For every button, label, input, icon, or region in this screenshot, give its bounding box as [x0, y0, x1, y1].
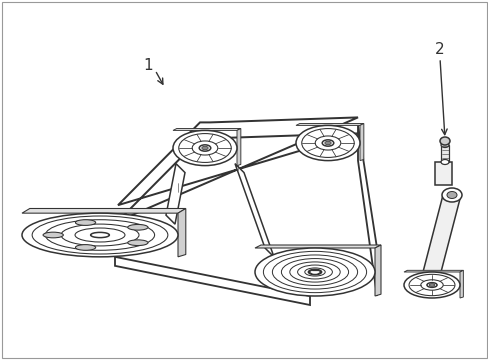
Ellipse shape: [127, 224, 148, 230]
Ellipse shape: [22, 213, 178, 257]
Ellipse shape: [440, 143, 448, 148]
Polygon shape: [115, 257, 309, 305]
Ellipse shape: [295, 125, 359, 161]
Polygon shape: [440, 145, 448, 162]
Ellipse shape: [324, 141, 330, 145]
Polygon shape: [459, 270, 463, 298]
Text: 2: 2: [434, 42, 444, 58]
Ellipse shape: [439, 137, 449, 145]
Polygon shape: [22, 208, 185, 213]
Ellipse shape: [90, 232, 109, 238]
Polygon shape: [422, 195, 460, 272]
Polygon shape: [357, 125, 376, 296]
Text: 1: 1: [143, 58, 153, 72]
Polygon shape: [178, 208, 185, 257]
Polygon shape: [254, 245, 380, 248]
Ellipse shape: [127, 240, 148, 246]
Polygon shape: [235, 163, 273, 257]
Ellipse shape: [441, 188, 461, 202]
Ellipse shape: [75, 245, 96, 250]
Ellipse shape: [43, 232, 63, 238]
Ellipse shape: [403, 272, 459, 298]
Polygon shape: [434, 162, 451, 185]
Ellipse shape: [173, 130, 237, 166]
Ellipse shape: [426, 283, 436, 287]
Polygon shape: [359, 123, 363, 161]
Ellipse shape: [75, 220, 96, 225]
Polygon shape: [118, 117, 357, 221]
Ellipse shape: [428, 284, 434, 286]
Polygon shape: [374, 245, 380, 296]
Polygon shape: [165, 163, 184, 224]
Ellipse shape: [322, 140, 333, 146]
Ellipse shape: [446, 192, 456, 198]
Ellipse shape: [199, 145, 210, 151]
Polygon shape: [237, 129, 241, 166]
Polygon shape: [295, 123, 363, 125]
Ellipse shape: [202, 146, 208, 150]
Ellipse shape: [308, 269, 321, 275]
Polygon shape: [403, 270, 463, 272]
Ellipse shape: [440, 159, 448, 165]
Polygon shape: [173, 129, 241, 130]
Ellipse shape: [254, 248, 374, 296]
